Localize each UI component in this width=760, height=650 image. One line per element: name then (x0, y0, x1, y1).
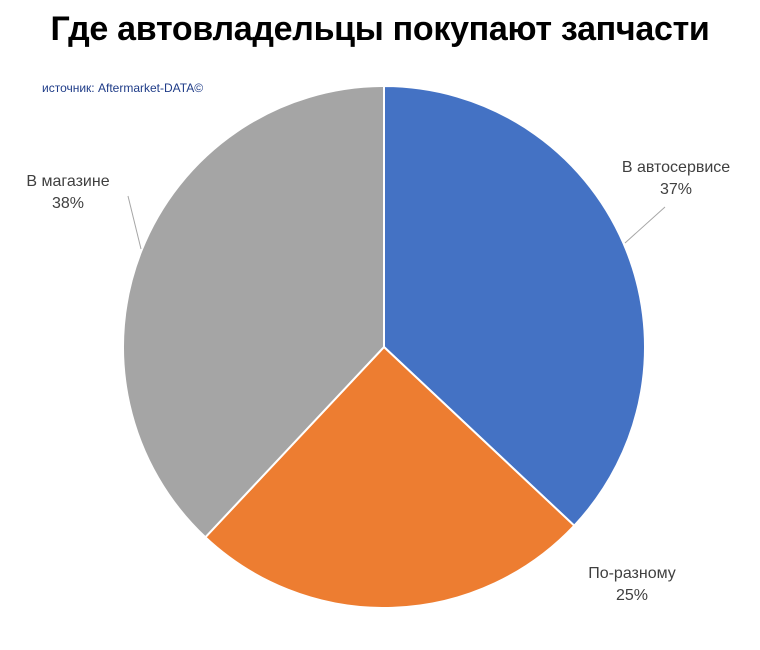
leader-line-service (624, 206, 666, 244)
leader-lines (127, 195, 666, 250)
slice-value-various: 25% (616, 587, 648, 604)
slice-value-service: 37% (660, 181, 692, 198)
leader-line-store (127, 195, 142, 250)
pie-slice-service (383, 84, 646, 528)
pie-slice-store (121, 84, 385, 539)
pie-slices (121, 84, 646, 609)
slice-label-store: В магазине (26, 173, 109, 190)
data-labels: В автосервисе 37% По-разному 25% В магазине 3… (26, 159, 730, 604)
chart-title: Где автовладельцы покупают запчасти (50, 10, 710, 48)
slice-label-service: В автосервисе (622, 159, 730, 176)
pie-slice-various (203, 345, 576, 609)
slice-value-store: 38% (52, 195, 84, 212)
slice-label-various: По-разному (588, 565, 676, 582)
source-note: источник: Aftermarket-DATA© (42, 81, 204, 95)
